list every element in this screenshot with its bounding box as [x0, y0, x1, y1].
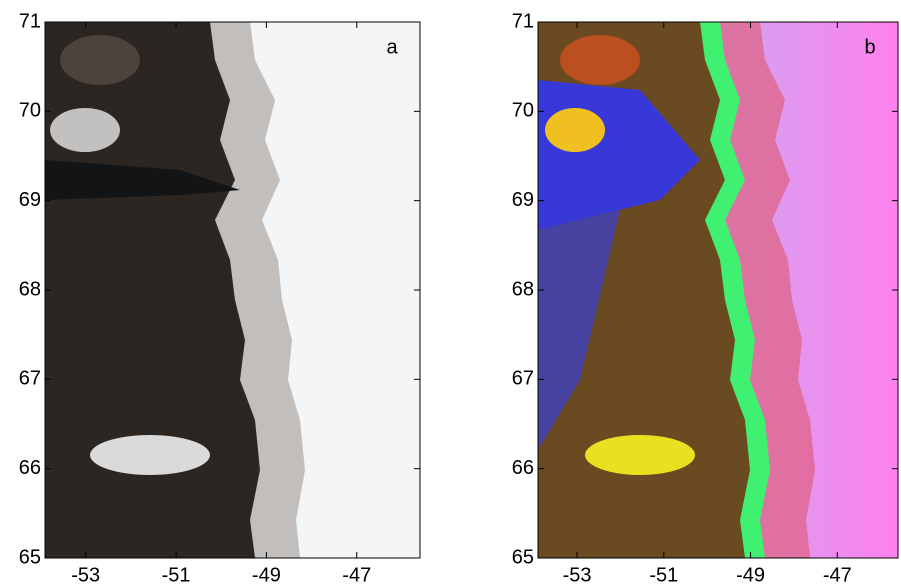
- y-tick-label: 70: [19, 100, 41, 122]
- y-tick-label: 67: [19, 368, 41, 390]
- x-tick-label: -53: [563, 564, 592, 586]
- panel-label: a: [386, 36, 398, 58]
- satellite-image-a: [45, 22, 420, 558]
- y-tick-label: 71: [512, 10, 534, 32]
- y-tick-label: 68: [512, 278, 534, 300]
- x-tick-label: -49: [252, 564, 281, 586]
- x-tick-label: -47: [823, 564, 852, 586]
- x-tick-label: -47: [342, 564, 371, 586]
- x-tick-label: -51: [649, 564, 678, 586]
- y-tick-label: 71: [19, 10, 41, 32]
- y-tick-label: 67: [512, 368, 534, 390]
- y-tick-label: 65: [512, 546, 534, 568]
- figure: 65 66 67 68 69 70 71 -53 -51 -49 -47 a 65 66 67 68 69 70 7…: [0, 0, 901, 587]
- y-tick-label: 66: [19, 457, 41, 479]
- y-tick-label: 70: [512, 100, 534, 122]
- x-tick-label: -49: [736, 564, 765, 586]
- x-tick-label: -53: [71, 564, 100, 586]
- panel-label: b: [864, 36, 875, 58]
- y-tick-label: 69: [512, 189, 534, 211]
- satellite-image-b: [538, 22, 898, 558]
- y-tick-label: 65: [19, 546, 41, 568]
- x-tick-label: -51: [162, 564, 191, 586]
- y-tick-label: 66: [512, 457, 534, 479]
- y-tick-label: 68: [19, 278, 41, 300]
- y-tick-label: 69: [19, 189, 41, 211]
